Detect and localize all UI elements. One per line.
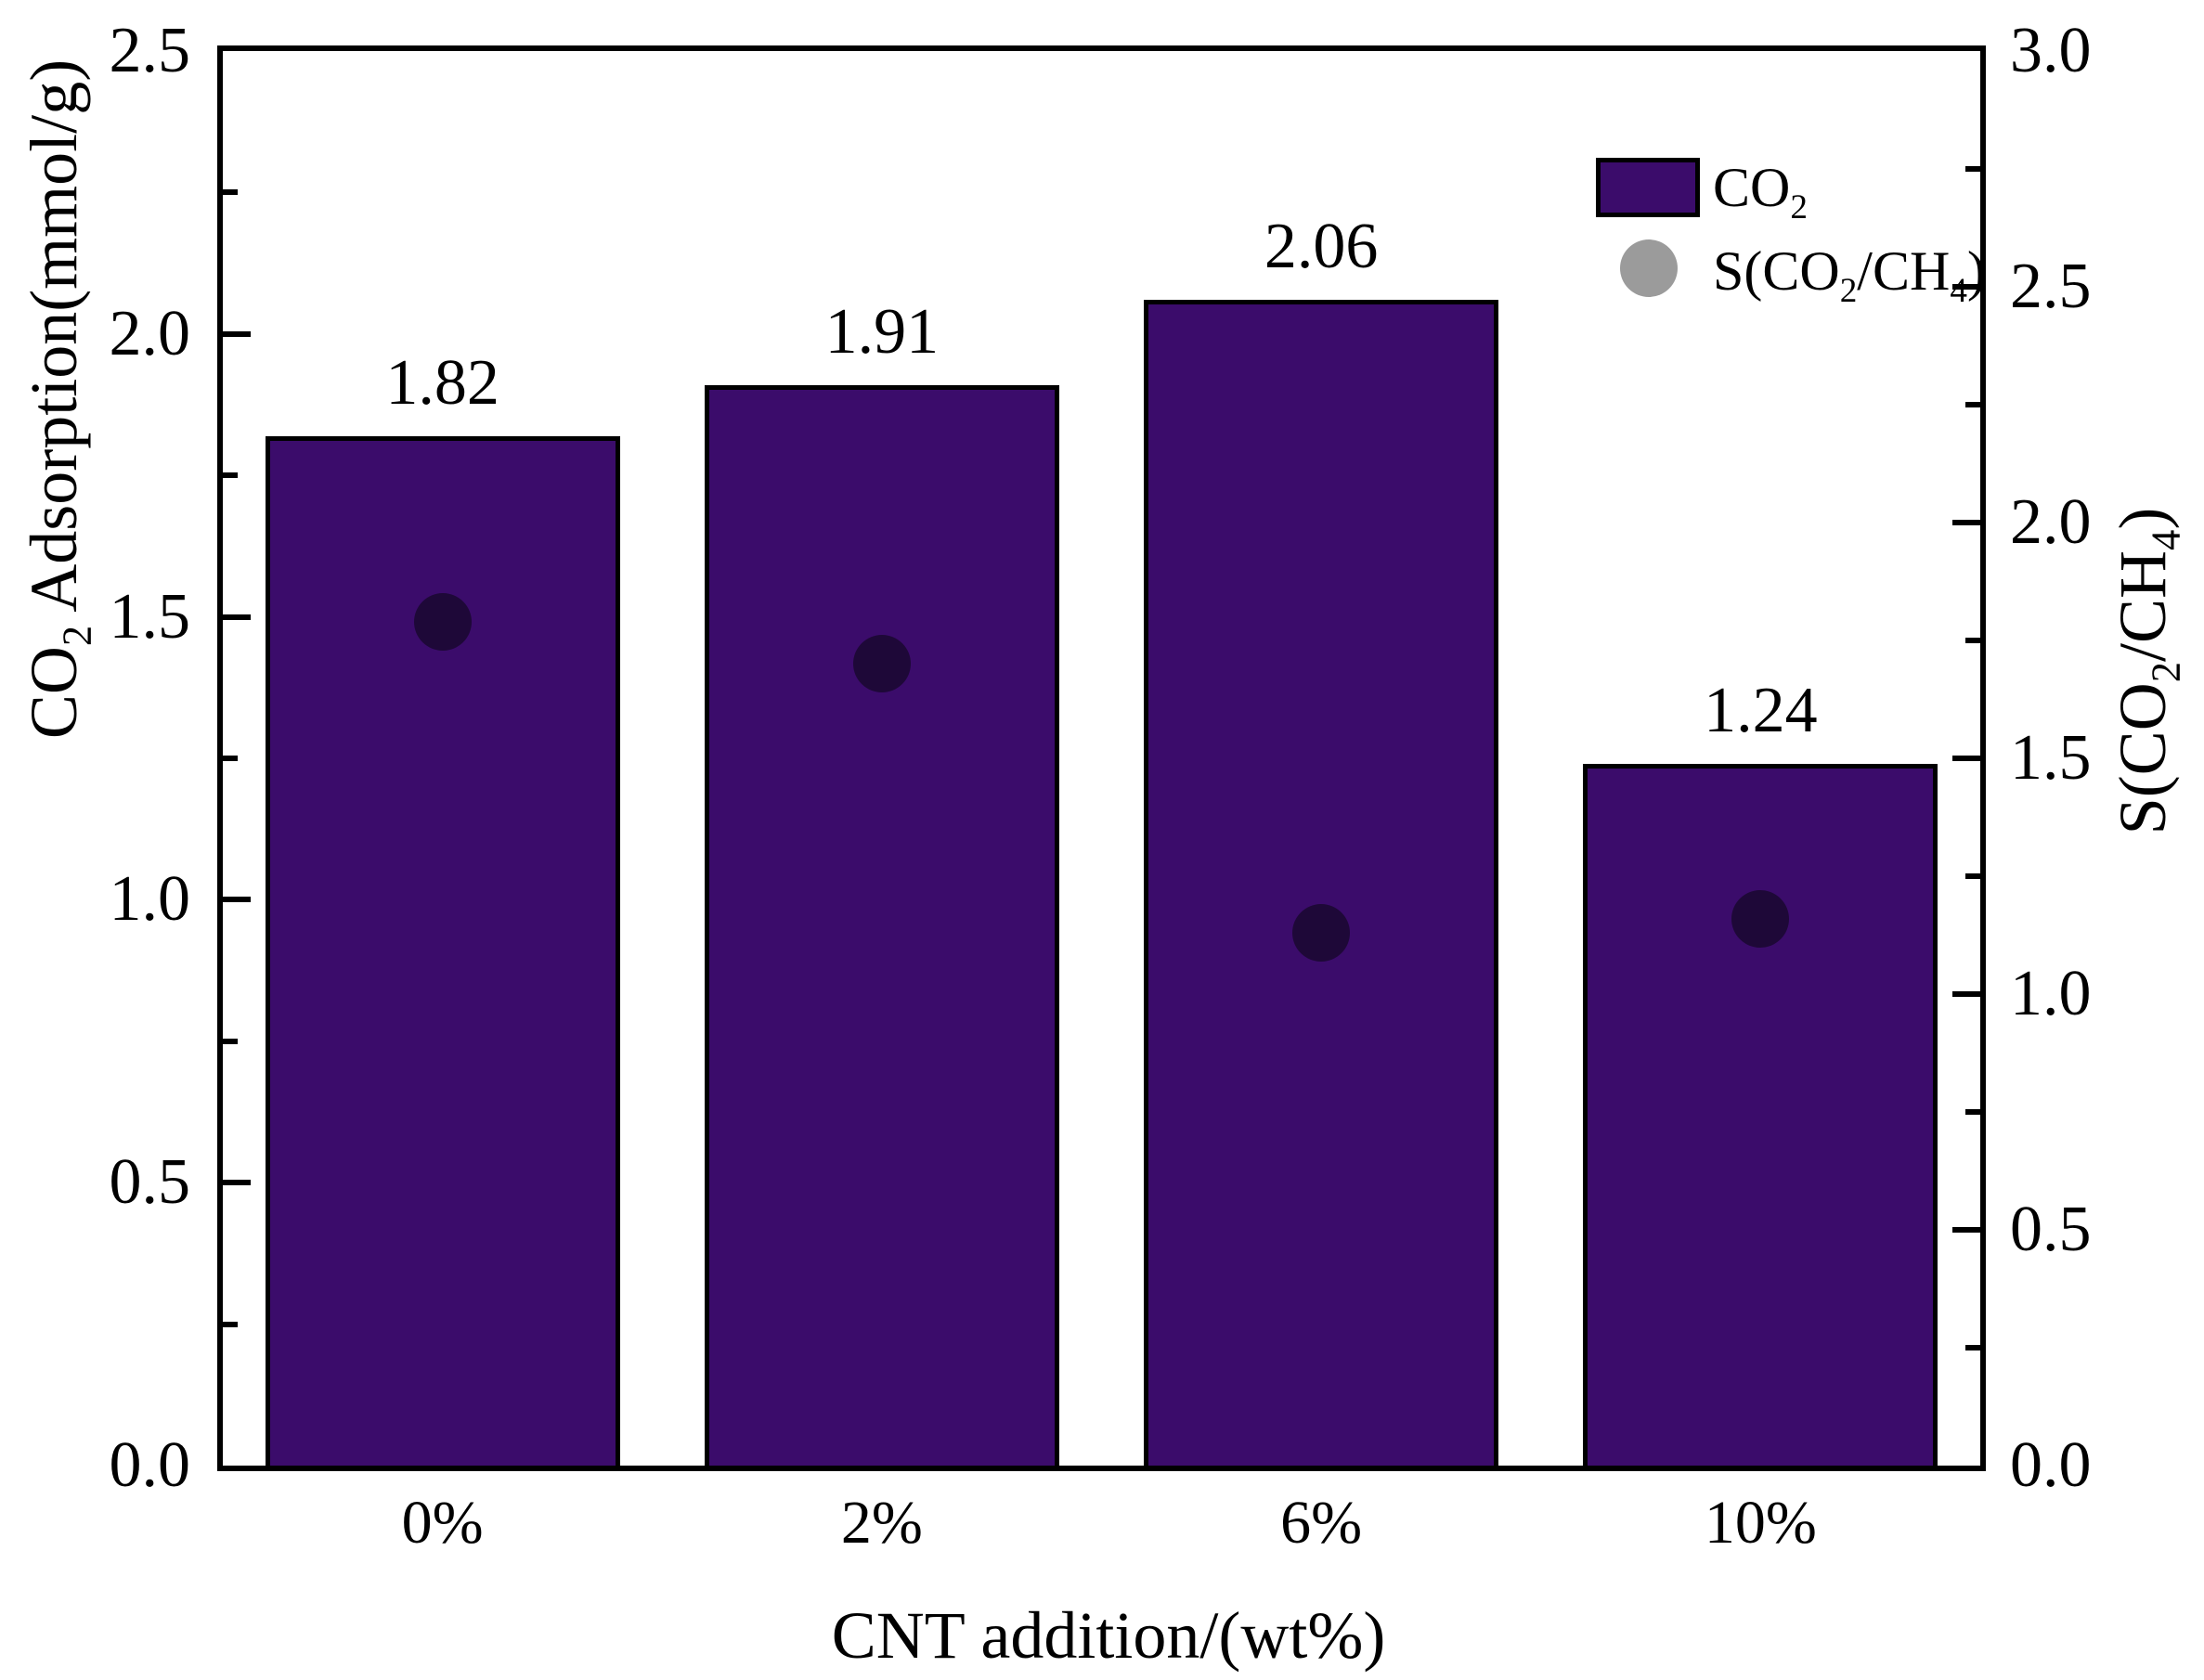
yl-left-2.0: 2.0	[109, 297, 191, 369]
left-axis-tick	[223, 897, 251, 903]
yl-left-2.5: 2.5	[109, 15, 191, 86]
scatter-point-10%	[1731, 889, 1790, 948]
left-axis-tick	[223, 1321, 238, 1327]
right-y-axis-title: S(CO2/CH4)	[2106, 507, 2189, 835]
scatter-point-6%	[1292, 903, 1351, 962]
scatter-point-2%	[852, 635, 911, 693]
legend-bar-swatch	[1596, 158, 1700, 217]
bar-6%	[1144, 300, 1499, 1466]
left-axis-tick	[223, 330, 251, 337]
x-tick-label-0%: 0%	[401, 1489, 484, 1557]
right-axis-tick-labels: 0.0 0.5 1.0 1.5 2.0 2.5 3.0	[2010, 19, 2200, 1498]
x-tick-label-6%: 6%	[1280, 1489, 1363, 1557]
bar-value-label-6%: 2.06	[1264, 211, 1379, 283]
left-axis-tick	[223, 756, 238, 761]
right-axis-tick	[1952, 991, 1980, 997]
legend-scatter-swatch	[1620, 239, 1678, 297]
x-axis-title: CNT addition/(wt%)	[831, 1598, 1386, 1673]
yl-right-2.5: 2.5	[2010, 251, 2092, 322]
bar-value-label-0%: 1.82	[385, 346, 499, 419]
bar-value-label-2%: 1.91	[824, 295, 940, 368]
yl-left-0.5: 0.5	[109, 1146, 191, 1219]
scatter-point-0%	[413, 592, 472, 651]
right-axis-tick	[1965, 873, 1980, 879]
left-axis-tick	[223, 189, 238, 196]
yl-left-1.5: 1.5	[109, 580, 191, 653]
right-axis-tick	[1965, 1109, 1980, 1115]
right-axis-tick	[1965, 1345, 1980, 1350]
x-tick-label-2%: 2%	[840, 1489, 923, 1557]
yl-right-0.5: 0.5	[2010, 1194, 2092, 1265]
yl-right-0.0: 0.0	[2010, 1429, 2092, 1501]
bar-value-label-10%: 1.24	[1704, 675, 1818, 747]
right-axis-tick	[1952, 520, 1980, 525]
bar-2%	[704, 384, 1059, 1466]
yl-left-0.0: 0.0	[109, 1429, 191, 1501]
right-axis-tick	[1952, 1227, 1980, 1233]
bar-0%	[265, 435, 620, 1466]
x-axis-tick-labels: 0% 2% 6% 10%	[223, 1493, 1980, 1567]
x-tick-label-10%: 10%	[1704, 1489, 1817, 1557]
legend-selectivity-label: S(CO2/CH4)	[1713, 240, 1986, 310]
yl-left-1.0: 1.0	[109, 863, 191, 936]
left-axis-tick	[223, 1180, 251, 1186]
right-axis-tick	[1965, 638, 1980, 643]
right-axis-tick	[1965, 166, 1980, 172]
bar-10%	[1583, 764, 1938, 1466]
yl-right-2.0: 2.0	[2010, 486, 2092, 558]
plot-area: 1.82 1.91 2.06 1.24	[223, 51, 1980, 1466]
left-axis-tick	[223, 472, 238, 479]
left-axis-tick	[223, 1038, 238, 1044]
left-axis-tick-labels: 0.0 0.5 1.0 1.5 2.0 2.5	[0, 19, 191, 1498]
legend-co2-label: CO2	[1713, 157, 1808, 226]
left-axis-tick	[223, 614, 251, 620]
yl-right-1.5: 1.5	[2010, 722, 2092, 794]
right-axis-tick	[1952, 756, 1980, 761]
yl-right-3.0: 3.0	[2010, 15, 2092, 86]
right-axis-tick	[1965, 402, 1980, 407]
yl-right-1.0: 1.0	[2010, 958, 2092, 1029]
left-y-axis-title: CO2 Adsorption(mmol/g)	[17, 58, 100, 740]
right-axis-tick	[1952, 284, 1980, 290]
